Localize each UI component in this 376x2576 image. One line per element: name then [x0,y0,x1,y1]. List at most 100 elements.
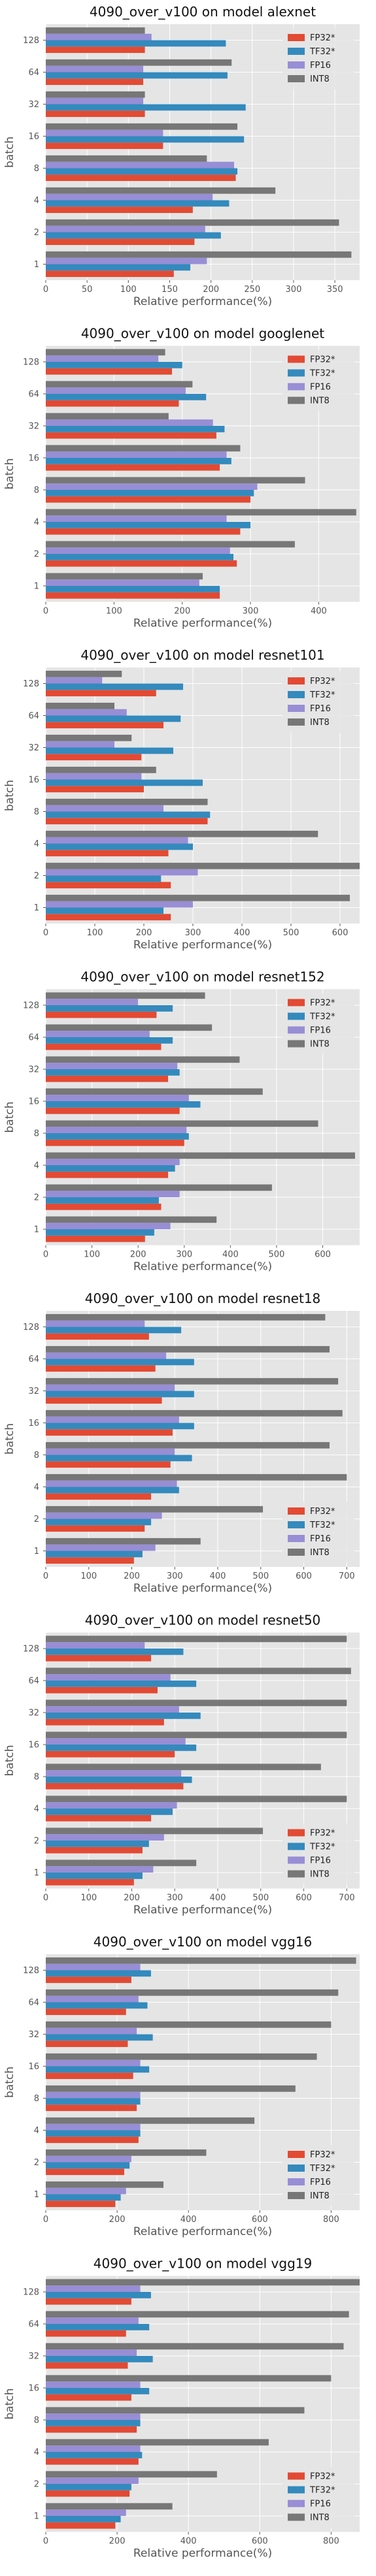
legend-swatch [288,2192,305,2199]
x-tick-label: 500 [252,1571,269,1581]
y-tick-label: 2 [34,2158,39,2168]
legend-swatch [288,1012,305,1020]
x-axis-label: Relative performance(%) [133,1261,272,1274]
bar [46,1216,217,1223]
x-tick-label: 500 [252,1893,269,1903]
bar [46,2008,126,2016]
legend-label: INT8 [310,1870,330,1880]
bar [46,1384,175,1391]
legend-swatch [288,48,305,55]
legend-swatch [288,2165,305,2172]
bar [46,1165,175,1172]
bar [46,1448,175,1455]
bar [46,547,230,554]
chart-panel: 4090_over_v100 on model vgg16 0 200 400 600 8… [3,1934,360,2238]
y-axis-label: batch [3,1745,16,1777]
bar [46,2394,131,2401]
bar [46,2349,137,2356]
bar [46,2285,141,2292]
bar [46,1989,339,1996]
bar [46,200,230,207]
x-tick-label: 100 [106,607,122,617]
bar [46,528,241,535]
bar [46,1409,343,1417]
x-tick-label: 400 [222,1250,239,1260]
bar [46,464,220,471]
bar [46,2149,207,2156]
bar [46,2168,124,2176]
y-tick-label: 32 [28,2030,39,2040]
x-tick-label: 300 [286,285,302,295]
y-tick-label: 32 [28,1709,39,1718]
bar [46,1397,162,1404]
bar [46,2381,141,2388]
bar [46,862,360,869]
bar [46,1171,169,1178]
bar [46,1519,152,1526]
bar [46,573,203,580]
bar [46,2356,153,2362]
y-tick-label: 1 [34,2190,39,2200]
x-tick-label: 600 [332,928,349,938]
chart-title: 4090_over_v100 on model resnet152 [80,969,324,985]
legend-label: FP16 [310,1534,331,1544]
bar [46,1223,171,1229]
legend-label: FP16 [310,1856,331,1866]
bar [46,1493,152,1500]
bar [46,1359,194,1366]
bar [46,1423,194,1430]
bar [46,206,193,214]
y-tick-label: 16 [28,1741,39,1750]
legend-swatch [288,1040,305,1048]
legend-label: INT8 [310,396,330,406]
bar [46,458,231,464]
bar [46,1461,171,1468]
y-tick-label: 16 [28,1419,39,1428]
legend-swatch [288,677,305,684]
bar [46,2452,143,2458]
y-tick-label: 1 [34,2512,39,2522]
bar [46,1441,330,1449]
x-tick-label: 600 [296,1893,312,1903]
bar [46,1107,180,1114]
bar [46,1802,177,1809]
y-tick-label: 16 [28,2062,39,2072]
legend-box [282,2466,354,2528]
bar [46,1235,145,1242]
bar [46,2484,131,2490]
bar [46,560,237,567]
x-tick-label: 400 [180,2215,197,2225]
bar [46,1473,347,1481]
bar [46,1699,347,1707]
bar [46,690,156,697]
y-tick-label: 64 [28,1355,39,1364]
bar [46,1487,179,1494]
y-tick-label: 16 [28,775,39,785]
bar [46,355,159,362]
bar [46,1127,187,1133]
y-tick-label: 128 [23,1323,39,1332]
legend-swatch [288,383,305,391]
x-tick-label: 500 [269,1250,285,1260]
x-tick-label: 0 [43,1893,48,1903]
y-tick-label: 16 [28,132,39,142]
legend-box [282,28,354,89]
legend-label: FP32* [310,355,335,365]
bar [46,59,232,66]
bar [46,1525,145,1532]
y-tick-label: 128 [23,1966,39,1976]
y-axis-label: batch [3,2067,16,2098]
bar [46,483,258,490]
legend-swatch [288,34,305,41]
bar [46,1878,134,1886]
y-tick-label: 2 [34,1837,39,1846]
bar [46,541,295,548]
bar [46,1827,264,1835]
legend-box [282,349,354,411]
bar [46,914,171,921]
bar [46,1866,154,1873]
legend-label: FP16 [310,1026,331,1036]
bar [46,2059,141,2067]
y-tick-label: 128 [23,1645,39,1654]
chart-panel: 4090_over_v100 on model resnet152 0 100 200… [3,969,360,1274]
